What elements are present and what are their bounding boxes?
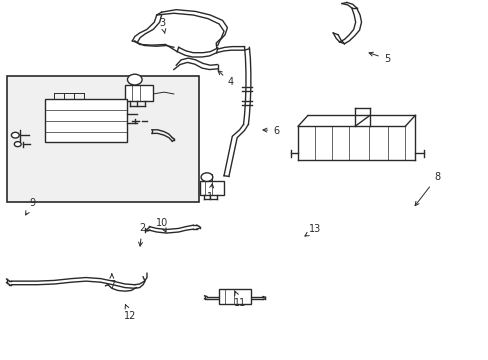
Text: 7: 7 (108, 274, 115, 290)
Text: 2: 2 (138, 224, 145, 246)
Bar (219, 289, 250, 304)
Text: 13: 13 (305, 225, 321, 236)
Circle shape (201, 173, 212, 181)
Bar (199, 181, 224, 195)
Circle shape (14, 141, 21, 147)
Text: 11: 11 (233, 292, 245, 308)
Bar (6, 76, 199, 202)
Text: 12: 12 (123, 305, 136, 320)
Circle shape (11, 132, 19, 138)
Text: 10: 10 (155, 218, 167, 232)
Text: 3: 3 (159, 18, 165, 33)
Bar (125, 85, 153, 101)
Text: 1: 1 (207, 184, 213, 202)
Text: 5: 5 (368, 52, 389, 64)
Text: 6: 6 (263, 126, 279, 135)
Text: 9: 9 (25, 198, 35, 215)
Text: 8: 8 (414, 172, 439, 206)
Circle shape (127, 74, 142, 85)
Bar (44, 99, 127, 142)
Text: 4: 4 (218, 71, 233, 87)
